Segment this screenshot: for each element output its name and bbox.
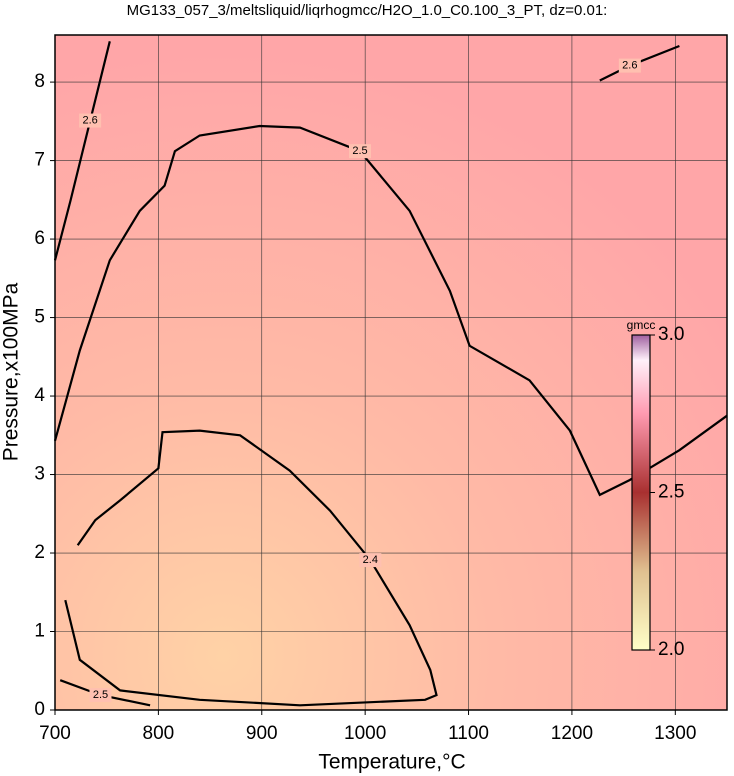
y-tick-label: 6 (34, 228, 45, 249)
contour-label-bg (348, 144, 371, 159)
y-axis-label: Pressure,x100MPa (0, 282, 23, 461)
x-tick-label: 1300 (654, 723, 696, 744)
contour-label: 2.6 (83, 114, 98, 126)
y-tick-label: 7 (34, 150, 45, 171)
y-tick-label: 3 (34, 464, 45, 485)
y-tick-label: 2 (34, 542, 45, 563)
contour-label: 2.5 (352, 145, 367, 157)
contour-label-bg (89, 688, 112, 703)
contour-line (53, 41, 111, 261)
x-tick-label: 1100 (448, 723, 489, 744)
contour-label-bg (79, 113, 102, 128)
y-tick-label: 0 (34, 699, 45, 720)
y-tick-label: 5 (34, 307, 45, 328)
plot-frame (54, 34, 728, 711)
contour-label-bg (618, 58, 641, 73)
x-axis-label: Temperature,°C (318, 751, 465, 774)
x-tick-label: 1000 (344, 723, 386, 744)
colorbar-label: gmcc (627, 318, 656, 332)
contour-label: 2.5 (93, 689, 108, 701)
plot-background (55, 35, 727, 710)
y-tick-label: 8 (34, 71, 45, 92)
x-tick-label: 800 (143, 723, 175, 744)
colorbar (631, 334, 651, 651)
colorbar-tick-label: 2.0 (658, 639, 684, 660)
chart-title: MG133_057_3/meltsliquid/liqrhogmcc/H2O_1… (127, 2, 608, 19)
contour-label: 2.4 (363, 554, 378, 566)
colorbar-tick-label: 3.0 (658, 324, 684, 345)
y-tick-label: 1 (34, 621, 45, 642)
x-tick-label: 900 (246, 723, 278, 744)
colorbar-tick-label: 2.5 (658, 482, 684, 503)
x-tick-label: 700 (39, 723, 71, 744)
contour-label-bg (359, 553, 382, 568)
x-tick-label: 1200 (551, 723, 593, 744)
contour-label: 2.6 (622, 60, 637, 72)
y-tick-label: 4 (34, 385, 45, 406)
